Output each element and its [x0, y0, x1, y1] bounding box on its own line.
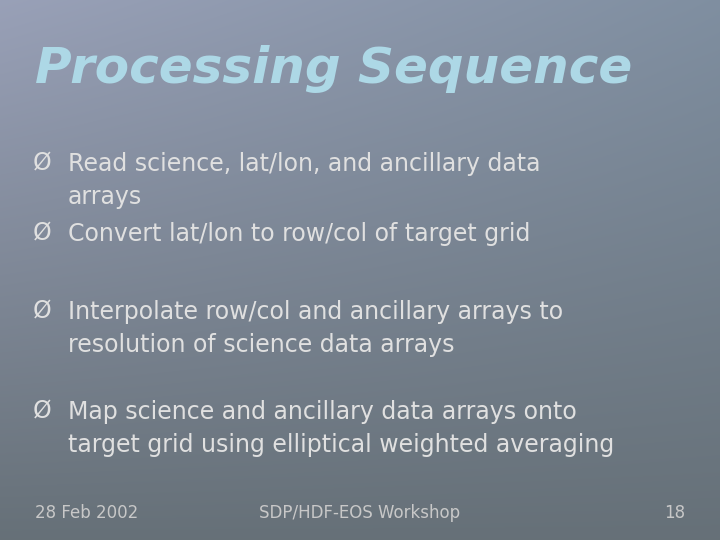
- Text: Ø: Ø: [33, 150, 52, 174]
- Text: Processing Sequence: Processing Sequence: [35, 45, 632, 93]
- Text: Interpolate row/col and ancillary arrays to
resolution of science data arrays: Interpolate row/col and ancillary arrays…: [68, 300, 563, 356]
- Text: Ø: Ø: [33, 398, 52, 422]
- Text: Convert lat/lon to row/col of target grid: Convert lat/lon to row/col of target gri…: [68, 222, 531, 246]
- Text: Read science, lat/lon, and ancillary data
arrays: Read science, lat/lon, and ancillary dat…: [68, 152, 541, 208]
- Text: SDP/HDF-EOS Workshop: SDP/HDF-EOS Workshop: [259, 504, 461, 522]
- Text: 18: 18: [664, 504, 685, 522]
- Text: Map science and ancillary data arrays onto
target grid using elliptical weighted: Map science and ancillary data arrays on…: [68, 400, 614, 456]
- Text: 28 Feb 2002: 28 Feb 2002: [35, 504, 138, 522]
- Text: Ø: Ø: [33, 298, 52, 322]
- Text: Ø: Ø: [33, 220, 52, 244]
